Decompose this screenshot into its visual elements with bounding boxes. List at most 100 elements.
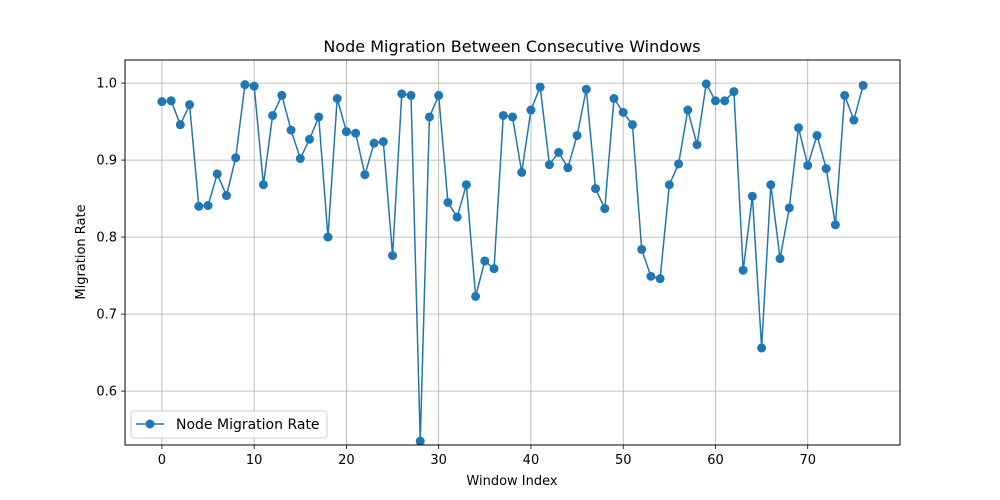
data-point [784, 203, 794, 213]
data-point [526, 105, 536, 115]
data-point [655, 274, 665, 284]
data-point [683, 105, 693, 115]
data-point [212, 169, 222, 179]
data-point [498, 110, 508, 120]
data-point [369, 138, 379, 148]
data-point [821, 164, 831, 174]
data-point [480, 256, 490, 266]
legend-label: Node Migration Rate [176, 417, 320, 433]
data-point [747, 191, 757, 201]
x-tick-label: 40 [523, 453, 540, 468]
axis-ticks: 0 10 20 30 40 50 60 70 0.6 0.7 0.8 0.9 1.0 [96, 77, 816, 468]
data-point [194, 201, 204, 211]
data-point [794, 123, 804, 133]
data-point [231, 153, 241, 163]
data-point [840, 90, 850, 100]
data-point [757, 343, 767, 353]
data-point [323, 232, 333, 242]
data-point [185, 100, 195, 110]
data-point [489, 264, 499, 274]
x-tick-label: 10 [246, 453, 263, 468]
data-point [600, 204, 610, 214]
x-axis-label: Window Index [466, 474, 557, 489]
legend: Node Migration Rate [130, 410, 328, 439]
series-points [157, 79, 868, 446]
data-point [314, 112, 324, 122]
data-point [664, 180, 674, 190]
data-point [295, 154, 305, 164]
legend-box [130, 410, 328, 439]
data-point [305, 134, 315, 144]
data-point [812, 130, 822, 140]
data-point [572, 130, 582, 140]
x-tick-label: 60 [707, 453, 724, 468]
x-tick-label: 30 [430, 453, 447, 468]
y-tick-label: 1.0 [96, 77, 117, 92]
data-point [258, 180, 268, 190]
data-point [406, 90, 416, 100]
data-point [157, 97, 167, 107]
grid-lines [125, 60, 900, 445]
data-point [701, 79, 711, 89]
data-point [240, 80, 250, 90]
y-axis-label: Migration Rate [74, 204, 89, 299]
data-point [286, 125, 296, 135]
data-point [424, 112, 434, 122]
data-point [341, 127, 351, 137]
data-point [544, 160, 554, 170]
data-point [766, 180, 776, 190]
data-point [461, 180, 471, 190]
y-tick-label: 0.6 [96, 385, 117, 400]
data-point [434, 90, 444, 100]
data-point [471, 291, 481, 301]
x-tick-label: 70 [799, 453, 816, 468]
data-point [277, 90, 287, 100]
data-point [830, 220, 840, 230]
data-point [221, 191, 231, 201]
data-point [674, 159, 684, 169]
data-point [554, 147, 564, 157]
plot-frame [124, 59, 901, 446]
chart-title: Node Migration Between Consecutive Windo… [323, 37, 700, 56]
data-point [637, 244, 647, 254]
data-point [397, 89, 407, 99]
data-point [849, 115, 859, 125]
data-point [175, 120, 185, 130]
data-point [508, 112, 517, 122]
data-point [203, 201, 213, 211]
data-point [351, 128, 361, 138]
data-point [591, 184, 601, 194]
data-point [268, 110, 278, 120]
data-point [332, 94, 342, 103]
data-point [720, 96, 730, 106]
data-point [388, 251, 398, 261]
data-point [646, 271, 656, 281]
data-point [710, 96, 720, 106]
data-point [535, 82, 545, 92]
data-point [166, 96, 176, 106]
data-point [609, 94, 619, 103]
data-point [692, 140, 702, 150]
data-point [738, 265, 748, 275]
data-point [563, 163, 573, 173]
data-point [443, 197, 453, 207]
data-point [581, 84, 591, 94]
x-tick-label: 50 [615, 453, 632, 468]
data-point [415, 436, 425, 446]
y-tick-label: 0.7 [96, 308, 117, 323]
data-point [378, 137, 388, 147]
legend-point-marker [145, 419, 155, 429]
data-point [517, 167, 527, 177]
data-point [803, 160, 813, 170]
y-tick-label: 0.9 [96, 154, 117, 169]
data-point [360, 170, 370, 180]
y-tick-label: 0.8 [96, 231, 117, 246]
data-point [618, 107, 628, 117]
x-tick-label: 20 [338, 453, 355, 468]
data-point [249, 81, 259, 91]
data-point [452, 212, 462, 222]
x-tick-label: 0 [158, 453, 166, 468]
data-point [858, 80, 868, 90]
data-point [627, 120, 637, 130]
